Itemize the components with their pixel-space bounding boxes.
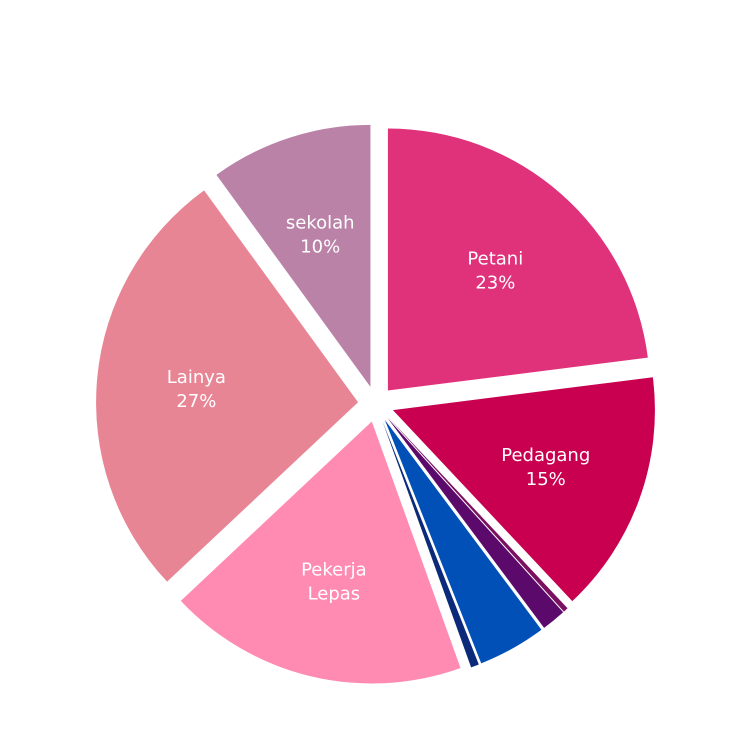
- pie-slice-slice-3: [388, 417, 568, 612]
- labels-layer: Petani 23% Pedagang 15% Pekerja Lepas Lainya 27…: [167, 212, 591, 604]
- slice-value-pedagang: 15%: [526, 469, 566, 490]
- pie-slice-lainya: [96, 190, 359, 582]
- slice-label-sekolah: sekolah 10%: [286, 212, 355, 257]
- pie-slice-pekerja-lepas: [180, 421, 461, 684]
- slices-layer: [96, 124, 655, 684]
- pie-slice-slice-5: [384, 419, 542, 664]
- slice-value-petani: 23%: [475, 273, 515, 294]
- pie-slice-slice-6: [382, 420, 479, 668]
- pie-slice-pedagang: [392, 377, 655, 602]
- slice-value-sekolah: 10%: [300, 236, 340, 257]
- pie-slice-petani: [387, 128, 648, 391]
- slice-label-lainya: Lainya 27%: [167, 367, 226, 412]
- slice-label-pedagang: Pedagang 15%: [501, 445, 590, 490]
- pie-slice-slice-4: [387, 417, 564, 628]
- pie-slice-sekolah: [216, 124, 371, 387]
- slice-label-pekerja-lepas: Pekerja Lepas: [301, 559, 367, 604]
- slice-value-lainya: 27%: [176, 391, 216, 412]
- slice-label-petani: Petani 23%: [467, 249, 523, 294]
